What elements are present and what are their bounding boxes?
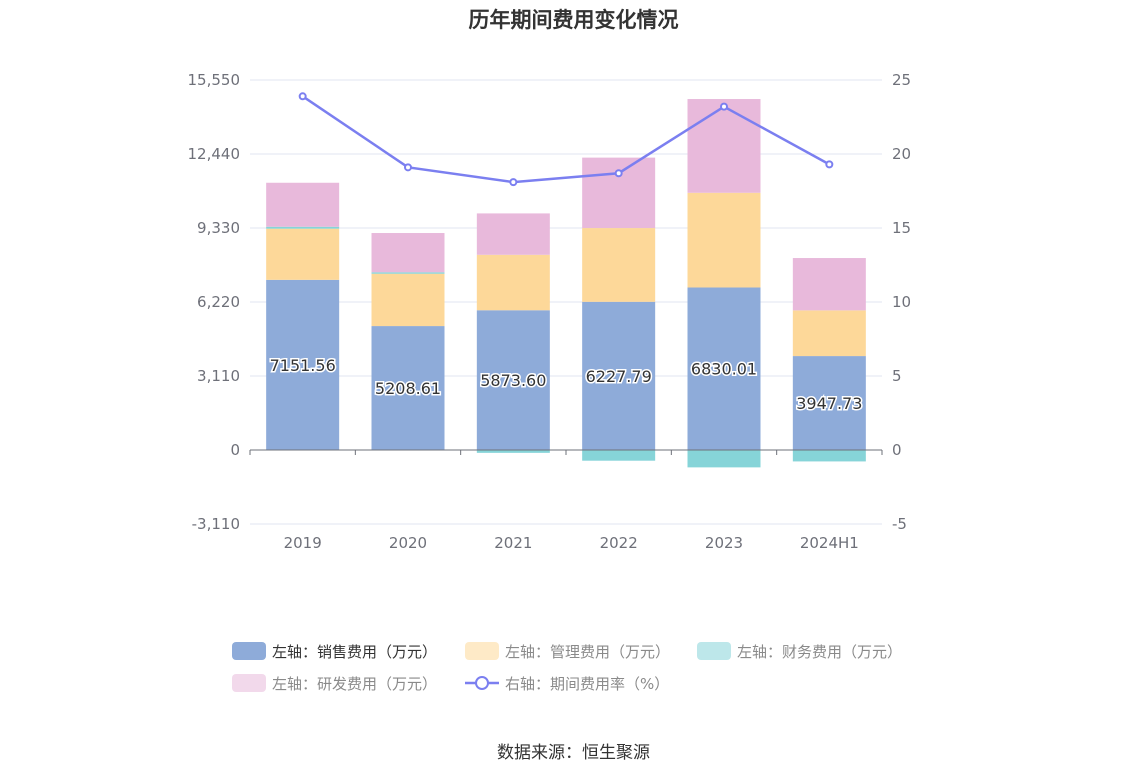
x-tick-label: 2024H1 bbox=[800, 534, 859, 552]
y-left-tick-label: 3,110 bbox=[197, 367, 240, 385]
rate-point bbox=[509, 178, 518, 187]
legend-label: 右轴：期间费用率（%） bbox=[505, 675, 669, 693]
bar bbox=[792, 450, 866, 462]
legend-label: 左轴：财务费用（万元） bbox=[737, 643, 902, 661]
bar bbox=[476, 310, 550, 450]
y-right-tick-label: -5 bbox=[892, 515, 907, 533]
legend-item[interactable]: 右轴：期间费用率（%） bbox=[465, 675, 669, 693]
x-tick-label: 2019 bbox=[284, 534, 322, 552]
source-caption: 数据来源：恒生聚源 bbox=[497, 743, 650, 763]
y-right-tick-label: 5 bbox=[892, 367, 902, 385]
bar bbox=[476, 450, 550, 453]
data-label: 6830.01 bbox=[691, 360, 757, 379]
data-label: 5873.60 bbox=[480, 371, 546, 390]
rate-point bbox=[404, 163, 412, 172]
bar bbox=[792, 258, 866, 311]
bar bbox=[266, 228, 340, 280]
data-label: 7151.56 bbox=[270, 356, 336, 375]
y-right-tick-label: 0 bbox=[892, 441, 902, 459]
data-label: 3947.73 bbox=[796, 394, 862, 413]
legend-item[interactable]: 左轴：研发费用（万元） bbox=[232, 674, 437, 693]
bar bbox=[476, 213, 550, 255]
rate-point bbox=[720, 102, 728, 111]
x-tick-label: 2022 bbox=[600, 534, 638, 552]
bar bbox=[266, 226, 340, 229]
x-tick-label: 2023 bbox=[705, 534, 743, 552]
y-right-tick-label: 25 bbox=[892, 71, 911, 89]
bar bbox=[582, 450, 656, 461]
y-right-tick-label: 10 bbox=[892, 293, 911, 311]
y-left-tick-label: 0 bbox=[230, 441, 240, 459]
bar bbox=[687, 99, 761, 193]
data-label: 6227.79 bbox=[586, 367, 652, 386]
bar bbox=[582, 301, 656, 450]
y-left-tick-label: 9,330 bbox=[197, 219, 240, 237]
legend[interactable]: 左轴：销售费用（万元） 左轴：管理费用（万元） 左轴：财务费用（万元） 左轴：研发费用… bbox=[232, 642, 902, 693]
y-left-tick-label: 6,220 bbox=[197, 293, 240, 311]
legend-label: 左轴：销售费用（万元） bbox=[272, 643, 437, 661]
y-right-tick-label: 15 bbox=[892, 219, 911, 237]
bar bbox=[371, 326, 445, 450]
bar bbox=[266, 182, 340, 227]
bar bbox=[687, 287, 761, 450]
bar-series bbox=[266, 99, 866, 468]
grid-lines bbox=[250, 79, 882, 525]
line-series bbox=[298, 92, 834, 187]
rate-line bbox=[301, 95, 830, 184]
y-left-tick-label: -3,110 bbox=[192, 515, 240, 533]
y-left-tick-label: 15,550 bbox=[188, 71, 241, 89]
legend-item[interactable]: 左轴：财务费用（万元） bbox=[697, 642, 902, 661]
legend-swatch-icon bbox=[232, 642, 266, 660]
axes: 15,550 25 12,440 20 9,330 15 6,220 10 3,110 5 0 0 -3… bbox=[188, 71, 912, 552]
legend-label: 左轴：研发费用（万元） bbox=[272, 675, 437, 693]
y-left-tick-label: 12,440 bbox=[188, 145, 241, 163]
legend-swatch-icon bbox=[232, 674, 266, 692]
rate-point bbox=[614, 169, 623, 178]
y-right-tick-label: 20 bbox=[892, 145, 911, 163]
bar bbox=[792, 356, 866, 450]
x-tick-label: 2020 bbox=[389, 534, 427, 552]
rate-point bbox=[825, 160, 834, 169]
bar bbox=[582, 228, 656, 302]
legend-label: 左轴：管理费用（万元） bbox=[505, 643, 670, 661]
chart-title: 历年期间费用变化情况 bbox=[468, 8, 679, 32]
legend-marker-icon bbox=[475, 676, 489, 690]
bar bbox=[476, 254, 550, 311]
legend-item[interactable]: 左轴：销售费用（万元） bbox=[232, 642, 437, 661]
data-label: 5208.61 bbox=[375, 379, 441, 398]
bar bbox=[582, 157, 656, 229]
bar bbox=[792, 310, 866, 357]
legend-swatch-icon bbox=[697, 642, 731, 660]
bar bbox=[371, 272, 445, 274]
legend-swatch-icon bbox=[465, 642, 499, 660]
bar bbox=[687, 450, 761, 468]
bar bbox=[371, 273, 445, 327]
legend-item[interactable]: 左轴：管理费用（万元） bbox=[465, 642, 670, 661]
x-tick-label: 2021 bbox=[494, 534, 532, 552]
bar bbox=[371, 233, 445, 273]
data-labels: 7151.56 5208.61 5873.60 6227.79 6830.01 3947.… bbox=[268, 354, 864, 414]
bar bbox=[687, 192, 761, 288]
rate-point bbox=[298, 92, 307, 101]
bar bbox=[266, 279, 340, 450]
